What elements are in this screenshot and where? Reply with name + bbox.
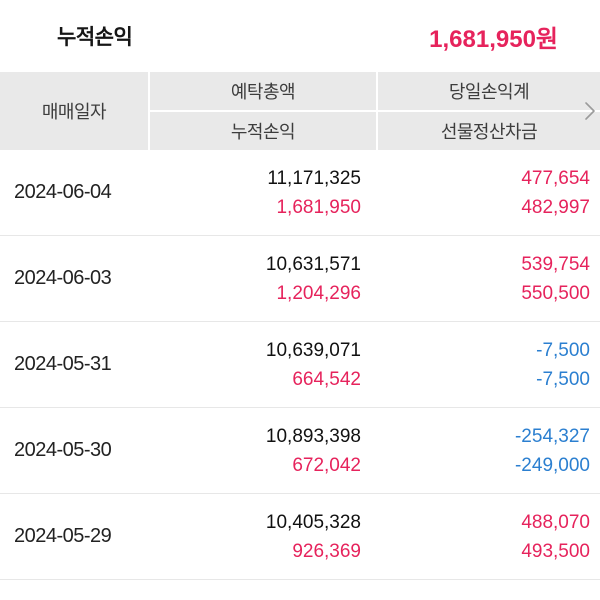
deposit-cumulative-cell: 10,639,071 664,542: [148, 336, 374, 394]
trade-date: 2024-05-31: [14, 353, 112, 375]
cumulative-pl-value: 664,542: [292, 368, 361, 390]
deposit-total-value: 10,639,071: [265, 339, 361, 361]
daily-pl-value: -254,327: [514, 425, 590, 447]
cumulative-pl-value: 672,042: [292, 454, 361, 476]
daily-pl-value: -7,500: [536, 339, 590, 361]
cumulative-pl-value: 1,681,950: [276, 196, 361, 218]
deposit-total-value: 10,893,398: [265, 425, 361, 447]
trade-date: 2024-05-30: [14, 439, 112, 461]
table-row[interactable]: 2024-05-30 10,893,398 672,042 -254,327 -…: [0, 408, 600, 494]
page-title: 누적손익: [57, 26, 133, 49]
table-header: 매매일자 예탁총액 당일손익계 누적손익 선물정산차금: [0, 72, 600, 150]
futures-settlement-value: 493,500: [521, 540, 590, 562]
daily-settlement-cell: -7,500 -7,500: [374, 336, 600, 394]
cumulative-total-amount: 1,681,950원: [429, 25, 558, 53]
trade-date: 2024-05-29: [14, 525, 112, 547]
table-row[interactable]: 2024-05-31 10,639,071 664,542 -7,500 -7,…: [0, 322, 600, 408]
cumulative-pl-value: 926,369: [292, 540, 361, 562]
deposit-cumulative-cell: 10,893,398 672,042: [148, 422, 374, 480]
deposit-cumulative-cell: 10,405,328 926,369: [148, 508, 374, 566]
futures-settlement-value: 482,997: [521, 196, 590, 218]
daily-pl-value: 488,070: [521, 511, 590, 533]
daily-settlement-cell: 477,654 482,997: [374, 164, 600, 222]
daily-settlement-cell: 539,754 550,500: [374, 250, 600, 308]
deposit-total-value: 11,171,325: [267, 167, 361, 189]
table-row[interactable]: 2024-06-04 11,171,325 1,681,950 477,654 …: [0, 150, 600, 236]
trade-date: 2024-06-03: [14, 267, 112, 289]
futures-settlement-value: -249,000: [514, 454, 590, 476]
futures-settlement-value: 550,500: [521, 282, 590, 304]
deposit-cumulative-cell: 11,171,325 1,681,950: [148, 164, 374, 222]
deposit-total-value: 10,405,328: [265, 511, 361, 533]
deposit-total-value: 10,631,571: [265, 253, 361, 275]
daily-settlement-cell: 488,070 493,500: [374, 508, 600, 566]
daily-pl-value: 539,754: [521, 253, 590, 275]
daily-settlement-cell: -254,327 -249,000: [374, 422, 600, 480]
futures-settlement-value: -7,500: [536, 368, 590, 390]
header-trade-date: 매매일자: [0, 72, 148, 150]
header-daily-pl: 당일손익계: [378, 72, 600, 110]
header-cumulative-pl: 누적손익: [150, 112, 376, 150]
summary-bar: 누적손익 1,681,950원: [0, 0, 600, 72]
deposit-cumulative-cell: 10,631,571 1,204,296: [148, 250, 374, 308]
header-futures-settlement: 선물정산차금: [378, 112, 600, 150]
cumulative-pl-value: 1,204,296: [276, 282, 361, 304]
chevron-right-icon[interactable]: [582, 98, 598, 124]
header-deposit-total: 예탁총액: [150, 72, 376, 110]
daily-pl-value: 477,654: [521, 167, 590, 189]
table-row[interactable]: 2024-05-29 10,405,328 926,369 488,070 49…: [0, 494, 600, 580]
trade-date: 2024-06-04: [14, 181, 112, 203]
table-row[interactable]: 2024-06-03 10,631,571 1,204,296 539,754 …: [0, 236, 600, 322]
